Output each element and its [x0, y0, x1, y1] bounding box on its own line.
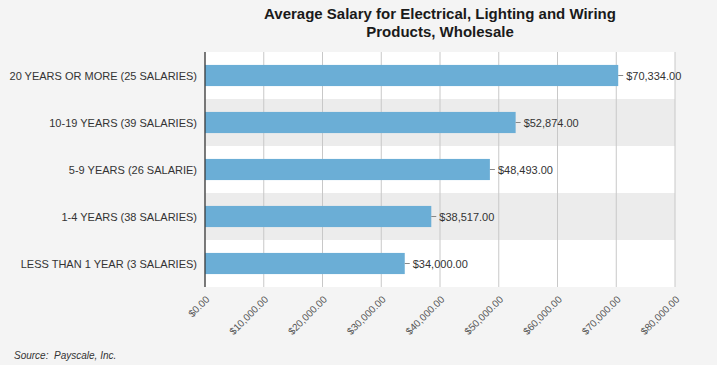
title: Average Salary for Electrical, Lighting … — [264, 5, 616, 40]
leader-line — [490, 169, 495, 170]
chart: $0.00 $10,000.00 $20,000.00 $30,000.00 $40,0… — [0, 0, 717, 365]
leader-line — [405, 263, 410, 264]
category-label: 1-4 YEARS (38 SALARIES) — [61, 211, 197, 223]
background — [0, 0, 717, 365]
x-tick-label: $30,000.00 — [345, 293, 388, 336]
category-label: LESS THAN 1 YEAR (3 SALARIES) — [21, 258, 197, 270]
grid-line — [616, 52, 617, 287]
bar — [205, 112, 516, 133]
source-note: Source: Payscale, Inc. — [14, 350, 116, 361]
grid-line — [205, 52, 206, 287]
x-tick-label: $10,000.00 — [227, 293, 270, 336]
y-axis-line — [204, 52, 205, 287]
x-tick-label: $80,000.00 — [638, 293, 681, 336]
leader-line — [516, 122, 521, 123]
title-line: Average Salary for Electrical, Lighting … — [264, 5, 616, 22]
bar — [205, 159, 490, 180]
grid-line — [557, 52, 558, 287]
category-label: 10-19 YEARS (39 SALARIES) — [49, 117, 197, 129]
data-label: $70,334.00 — [626, 70, 681, 82]
data-label: $48,493.00 — [498, 164, 553, 176]
x-tick-label: $20,000.00 — [286, 293, 329, 336]
data-label: $34,000.00 — [413, 258, 468, 270]
bars — [205, 65, 618, 274]
grid-line — [675, 52, 676, 287]
x-tick-label: $40,000.00 — [403, 293, 446, 336]
chart-container: $0.00 $10,000.00 $20,000.00 $30,000.00 $40,0… — [0, 0, 717, 365]
data-label: $52,874.00 — [524, 117, 579, 129]
leader-line — [431, 216, 436, 217]
category-label: 5-9 YEARS (26 SALARIE) — [69, 164, 197, 176]
data-label: $38,517.00 — [439, 211, 494, 223]
x-tick-label: $70,000.00 — [580, 293, 623, 336]
leader-line — [618, 75, 623, 76]
x-tick-label: $0.00 — [186, 293, 212, 319]
title-line: Products, Wholesale — [366, 23, 514, 40]
bar — [205, 206, 431, 227]
x-tick-label: $60,000.00 — [521, 293, 564, 336]
category-label: 20 YEARS OR MORE (25 SALARIES) — [10, 70, 197, 82]
bar — [205, 65, 618, 86]
x-tick-label: $50,000.00 — [462, 293, 505, 336]
bar — [205, 253, 405, 274]
